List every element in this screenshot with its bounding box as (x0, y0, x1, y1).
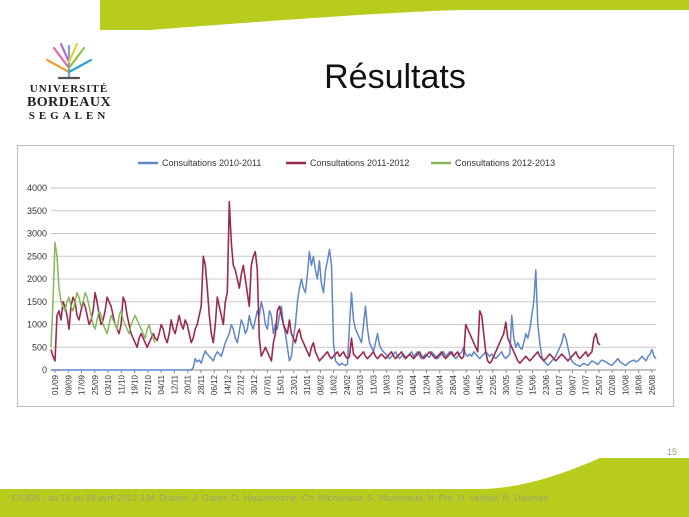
y-tick-label: 2500 (27, 251, 47, 261)
university-logo: UNIVERSITÉ BORDEAUX SEGALEN (14, 38, 124, 133)
bottom-accent-stripe (0, 458, 689, 517)
x-tick-label: 06/05 (462, 374, 471, 395)
y-tick-label: 3500 (27, 206, 47, 216)
x-tick-label: 20/11 (184, 374, 193, 394)
x-tick-label: 22/12 (237, 374, 246, 395)
x-tick-label: 15/01 (277, 374, 286, 395)
x-tick-label: 09/07 (568, 374, 577, 395)
x-tick-label: 02/08 (608, 374, 617, 395)
x-tick-label: 25/07 (595, 374, 604, 395)
x-tick-label: 09/09 (64, 374, 73, 395)
x-tick-label: 03/03 (356, 374, 365, 395)
y-tick-label: 2000 (27, 274, 47, 284)
x-tick-label: 23/06 (542, 374, 551, 395)
x-tick-label: 22/05 (489, 374, 498, 395)
tree-logo-icon (45, 42, 93, 80)
x-tick-label: 08/02 (316, 374, 325, 395)
x-tick-label: 16/02 (330, 374, 339, 395)
x-tick-label: 04/04 (409, 374, 418, 395)
y-tick-label: 4000 (27, 183, 47, 193)
x-tick-label: 06/12 (210, 374, 219, 395)
x-tick-label: 14/05 (476, 374, 485, 395)
y-tick-label: 0 (42, 365, 47, 375)
x-tick-label: 12/04 (422, 374, 431, 395)
logo-line-universite: UNIVERSITÉ (29, 83, 109, 95)
legend-label-3: Consultations 2012-2013 (455, 158, 555, 168)
footer-credits: CIUEN - du 16 au 18 avril 2012 J.M. Dubo… (12, 493, 548, 503)
logo-line-segalen: SEGALEN (28, 110, 110, 122)
x-tick-label: 01/07 (555, 374, 564, 395)
series-line-2 (50, 200, 601, 364)
y-tick-label: 3000 (27, 229, 47, 239)
x-tick-label: 18/08 (635, 374, 644, 395)
x-tick-label: 23/01 (290, 374, 299, 395)
x-tick-label: 04/11 (157, 374, 166, 394)
legend-label-2: Consultations 2011-2012 (310, 158, 409, 168)
x-tick-label: 01/09 (51, 374, 60, 395)
y-tick-label: 1000 (27, 320, 47, 330)
slide-title: Résultats (324, 58, 466, 96)
x-tick-label: 25/09 (91, 374, 100, 395)
top-accent-stripe (100, 0, 689, 30)
legend-label-1: Consultations 2010-2011 (162, 158, 261, 168)
bottom-accent-band (0, 458, 689, 517)
x-tick-label: 20/04 (436, 374, 445, 395)
x-tick-label: 11/03 (369, 374, 378, 394)
x-tick-label: 07/01 (263, 374, 272, 395)
x-tick-label: 03/10 (104, 374, 113, 395)
series-line-3 (50, 241, 156, 348)
x-tick-label: 17/09 (78, 374, 87, 395)
x-tick-label: 24/02 (343, 374, 352, 395)
page-number: 15 (666, 447, 677, 457)
x-tick-label: 27/03 (396, 374, 405, 395)
y-tick-label: 1500 (27, 297, 47, 307)
x-tick-label: 07/06 (515, 374, 524, 395)
x-tick-label: 28/11 (197, 374, 206, 394)
x-tick-label: 14/12 (223, 374, 232, 395)
x-tick-label: 31/01 (303, 374, 312, 395)
x-tick-label: 27/10 (144, 374, 153, 395)
top-accent-band (0, 0, 689, 30)
y-tick-label: 500 (32, 342, 47, 352)
x-tick-label: 15/06 (529, 374, 538, 395)
x-tick-label: 12/11 (170, 374, 179, 394)
x-tick-label: 30/12 (250, 374, 259, 395)
x-tick-label: 19/10 (131, 374, 140, 395)
x-tick-label: 26/08 (648, 374, 657, 395)
x-tick-label: 28/04 (449, 374, 458, 395)
x-tick-label: 10/08 (621, 374, 630, 395)
chart-container: 0 500 1000 1500 2000 2500 3000 3500 4000 01/09 09/… (17, 145, 674, 407)
logo-line-bordeaux: BORDEAUX (26, 95, 112, 110)
line-chart: 0 500 1000 1500 2000 2500 3000 3500 4000 01/09 09/… (27, 158, 657, 395)
series-line-1 (51, 248, 657, 371)
x-tick-label: 11/10 (117, 374, 126, 394)
x-tick-label: 30/05 (502, 374, 511, 395)
x-tick-label: 19/03 (383, 374, 392, 395)
x-tick-label: 17/07 (582, 374, 591, 395)
